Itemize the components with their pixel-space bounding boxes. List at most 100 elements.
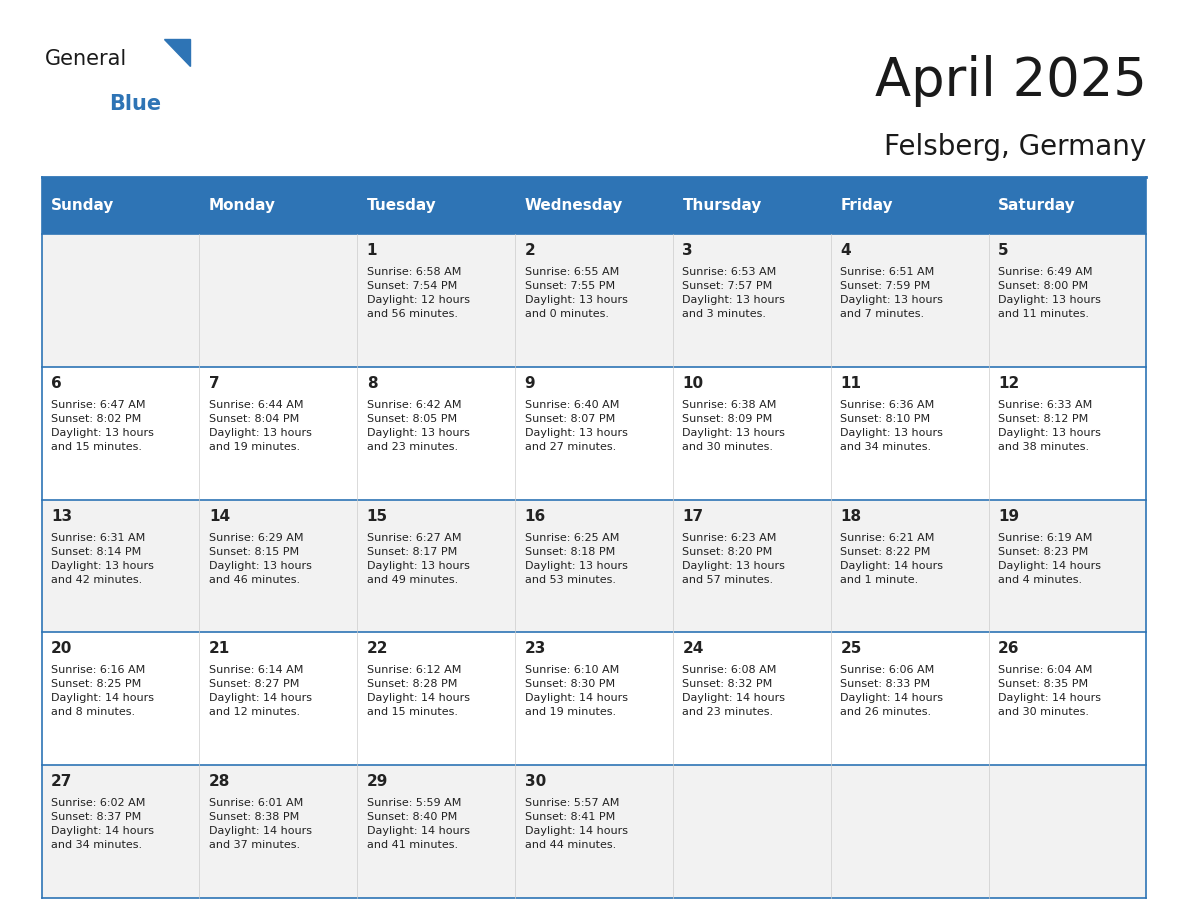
Text: Sunrise: 6:16 AM
Sunset: 8:25 PM
Daylight: 14 hours
and 8 minutes.: Sunrise: 6:16 AM Sunset: 8:25 PM Dayligh… bbox=[51, 666, 154, 717]
Text: Sunrise: 6:25 AM
Sunset: 8:18 PM
Daylight: 13 hours
and 53 minutes.: Sunrise: 6:25 AM Sunset: 8:18 PM Dayligh… bbox=[525, 532, 627, 585]
Bar bbox=[988, 765, 1146, 898]
Bar bbox=[516, 367, 672, 499]
Text: 22: 22 bbox=[367, 642, 388, 656]
Text: 25: 25 bbox=[840, 642, 861, 656]
Text: Sunrise: 6:58 AM
Sunset: 7:54 PM
Daylight: 12 hours
and 56 minutes.: Sunrise: 6:58 AM Sunset: 7:54 PM Dayligh… bbox=[367, 267, 469, 319]
Bar bbox=[516, 234, 672, 367]
Text: Sunrise: 6:53 AM
Sunset: 7:57 PM
Daylight: 13 hours
and 3 minutes.: Sunrise: 6:53 AM Sunset: 7:57 PM Dayligh… bbox=[682, 267, 785, 319]
Bar bbox=[516, 765, 672, 898]
Text: 7: 7 bbox=[209, 376, 220, 391]
Text: Tuesday: Tuesday bbox=[367, 198, 436, 213]
Bar bbox=[672, 633, 830, 765]
Text: Sunrise: 6:47 AM
Sunset: 8:02 PM
Daylight: 13 hours
and 15 minutes.: Sunrise: 6:47 AM Sunset: 8:02 PM Dayligh… bbox=[51, 400, 154, 452]
Bar bbox=[42, 367, 200, 499]
Text: Sunrise: 6:38 AM
Sunset: 8:09 PM
Daylight: 13 hours
and 30 minutes.: Sunrise: 6:38 AM Sunset: 8:09 PM Dayligh… bbox=[682, 400, 785, 452]
Text: Sunrise: 6:36 AM
Sunset: 8:10 PM
Daylight: 13 hours
and 34 minutes.: Sunrise: 6:36 AM Sunset: 8:10 PM Dayligh… bbox=[840, 400, 943, 452]
Bar bbox=[672, 765, 830, 898]
Bar bbox=[358, 499, 516, 633]
Text: 12: 12 bbox=[998, 376, 1019, 391]
Text: 18: 18 bbox=[840, 509, 861, 524]
Text: Sunrise: 6:42 AM
Sunset: 8:05 PM
Daylight: 13 hours
and 23 minutes.: Sunrise: 6:42 AM Sunset: 8:05 PM Dayligh… bbox=[367, 400, 469, 452]
Text: Sunrise: 6:29 AM
Sunset: 8:15 PM
Daylight: 13 hours
and 46 minutes.: Sunrise: 6:29 AM Sunset: 8:15 PM Dayligh… bbox=[209, 532, 311, 585]
Text: Sunrise: 5:57 AM
Sunset: 8:41 PM
Daylight: 14 hours
and 44 minutes.: Sunrise: 5:57 AM Sunset: 8:41 PM Dayligh… bbox=[525, 798, 627, 850]
Text: Sunrise: 6:08 AM
Sunset: 8:32 PM
Daylight: 14 hours
and 23 minutes.: Sunrise: 6:08 AM Sunset: 8:32 PM Dayligh… bbox=[682, 666, 785, 717]
Bar bbox=[830, 765, 988, 898]
Bar bbox=[830, 367, 988, 499]
Text: 26: 26 bbox=[998, 642, 1019, 656]
Text: 9: 9 bbox=[525, 376, 536, 391]
Text: Blue: Blue bbox=[109, 94, 162, 114]
Bar bbox=[358, 633, 516, 765]
Bar bbox=[516, 499, 672, 633]
Bar bbox=[988, 177, 1146, 234]
Text: 15: 15 bbox=[367, 509, 387, 524]
Text: 10: 10 bbox=[682, 376, 703, 391]
Bar bbox=[988, 633, 1146, 765]
Bar bbox=[42, 234, 200, 367]
Text: Monday: Monday bbox=[209, 198, 276, 213]
Text: 5: 5 bbox=[998, 243, 1009, 258]
Text: 23: 23 bbox=[525, 642, 546, 656]
Bar bbox=[200, 177, 358, 234]
Text: Sunrise: 6:49 AM
Sunset: 8:00 PM
Daylight: 13 hours
and 11 minutes.: Sunrise: 6:49 AM Sunset: 8:00 PM Dayligh… bbox=[998, 267, 1101, 319]
Text: 29: 29 bbox=[367, 774, 388, 789]
Text: Sunrise: 6:27 AM
Sunset: 8:17 PM
Daylight: 13 hours
and 49 minutes.: Sunrise: 6:27 AM Sunset: 8:17 PM Dayligh… bbox=[367, 532, 469, 585]
Text: Sunrise: 6:55 AM
Sunset: 7:55 PM
Daylight: 13 hours
and 0 minutes.: Sunrise: 6:55 AM Sunset: 7:55 PM Dayligh… bbox=[525, 267, 627, 319]
Bar bbox=[358, 765, 516, 898]
Text: 27: 27 bbox=[51, 774, 72, 789]
Text: April 2025: April 2025 bbox=[874, 55, 1146, 107]
Text: 17: 17 bbox=[682, 509, 703, 524]
Text: 20: 20 bbox=[51, 642, 72, 656]
Text: Sunrise: 6:33 AM
Sunset: 8:12 PM
Daylight: 13 hours
and 38 minutes.: Sunrise: 6:33 AM Sunset: 8:12 PM Dayligh… bbox=[998, 400, 1101, 452]
Bar bbox=[358, 367, 516, 499]
Text: Friday: Friday bbox=[840, 198, 893, 213]
Bar bbox=[358, 177, 516, 234]
Text: Sunrise: 6:04 AM
Sunset: 8:35 PM
Daylight: 14 hours
and 30 minutes.: Sunrise: 6:04 AM Sunset: 8:35 PM Dayligh… bbox=[998, 666, 1101, 717]
Bar bbox=[830, 633, 988, 765]
Text: 2: 2 bbox=[525, 243, 536, 258]
Text: Sunrise: 6:06 AM
Sunset: 8:33 PM
Daylight: 14 hours
and 26 minutes.: Sunrise: 6:06 AM Sunset: 8:33 PM Dayligh… bbox=[840, 666, 943, 717]
Text: Sunrise: 6:01 AM
Sunset: 8:38 PM
Daylight: 14 hours
and 37 minutes.: Sunrise: 6:01 AM Sunset: 8:38 PM Dayligh… bbox=[209, 798, 312, 850]
Text: 14: 14 bbox=[209, 509, 230, 524]
Bar bbox=[200, 367, 358, 499]
Text: Sunrise: 6:12 AM
Sunset: 8:28 PM
Daylight: 14 hours
and 15 minutes.: Sunrise: 6:12 AM Sunset: 8:28 PM Dayligh… bbox=[367, 666, 469, 717]
Text: General: General bbox=[45, 49, 127, 69]
Bar bbox=[672, 499, 830, 633]
Bar bbox=[672, 234, 830, 367]
Bar bbox=[672, 177, 830, 234]
Text: Sunrise: 6:31 AM
Sunset: 8:14 PM
Daylight: 13 hours
and 42 minutes.: Sunrise: 6:31 AM Sunset: 8:14 PM Dayligh… bbox=[51, 532, 154, 585]
Bar bbox=[200, 633, 358, 765]
Text: Sunrise: 6:51 AM
Sunset: 7:59 PM
Daylight: 13 hours
and 7 minutes.: Sunrise: 6:51 AM Sunset: 7:59 PM Dayligh… bbox=[840, 267, 943, 319]
Bar bbox=[42, 765, 200, 898]
Text: Sunday: Sunday bbox=[51, 198, 114, 213]
Bar bbox=[516, 633, 672, 765]
Text: Sunrise: 6:23 AM
Sunset: 8:20 PM
Daylight: 13 hours
and 57 minutes.: Sunrise: 6:23 AM Sunset: 8:20 PM Dayligh… bbox=[682, 532, 785, 585]
Text: 1: 1 bbox=[367, 243, 378, 258]
Text: 13: 13 bbox=[51, 509, 72, 524]
Text: 4: 4 bbox=[840, 243, 851, 258]
Text: Sunrise: 6:02 AM
Sunset: 8:37 PM
Daylight: 14 hours
and 34 minutes.: Sunrise: 6:02 AM Sunset: 8:37 PM Dayligh… bbox=[51, 798, 154, 850]
Text: 8: 8 bbox=[367, 376, 378, 391]
Text: Sunrise: 6:21 AM
Sunset: 8:22 PM
Daylight: 14 hours
and 1 minute.: Sunrise: 6:21 AM Sunset: 8:22 PM Dayligh… bbox=[840, 532, 943, 585]
Text: Saturday: Saturday bbox=[998, 198, 1076, 213]
Text: 21: 21 bbox=[209, 642, 230, 656]
Bar bbox=[200, 765, 358, 898]
Text: Sunrise: 6:14 AM
Sunset: 8:27 PM
Daylight: 14 hours
and 12 minutes.: Sunrise: 6:14 AM Sunset: 8:27 PM Dayligh… bbox=[209, 666, 312, 717]
Text: 11: 11 bbox=[840, 376, 861, 391]
Text: 19: 19 bbox=[998, 509, 1019, 524]
Bar bbox=[42, 499, 200, 633]
Text: 28: 28 bbox=[209, 774, 230, 789]
Bar bbox=[42, 177, 200, 234]
Text: Sunrise: 6:44 AM
Sunset: 8:04 PM
Daylight: 13 hours
and 19 minutes.: Sunrise: 6:44 AM Sunset: 8:04 PM Dayligh… bbox=[209, 400, 311, 452]
Bar bbox=[988, 499, 1146, 633]
Bar bbox=[200, 234, 358, 367]
Text: 3: 3 bbox=[682, 243, 693, 258]
Polygon shape bbox=[164, 39, 190, 66]
Bar bbox=[516, 177, 672, 234]
Text: Sunrise: 6:19 AM
Sunset: 8:23 PM
Daylight: 14 hours
and 4 minutes.: Sunrise: 6:19 AM Sunset: 8:23 PM Dayligh… bbox=[998, 532, 1101, 585]
Bar bbox=[200, 499, 358, 633]
Text: Felsberg, Germany: Felsberg, Germany bbox=[884, 133, 1146, 162]
Text: 24: 24 bbox=[682, 642, 703, 656]
Text: Sunrise: 6:10 AM
Sunset: 8:30 PM
Daylight: 14 hours
and 19 minutes.: Sunrise: 6:10 AM Sunset: 8:30 PM Dayligh… bbox=[525, 666, 627, 717]
Text: Wednesday: Wednesday bbox=[525, 198, 623, 213]
